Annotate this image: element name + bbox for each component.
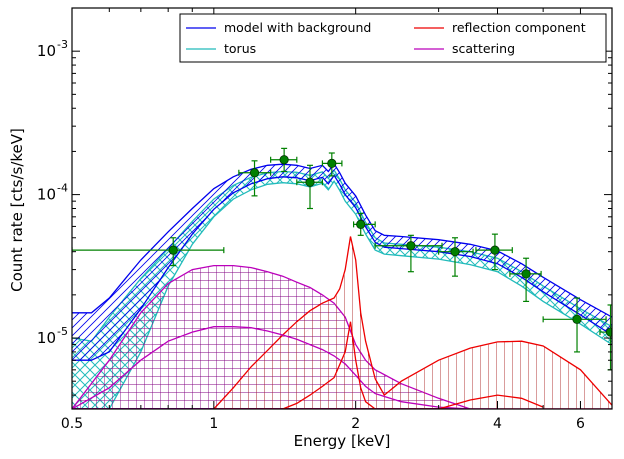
- data-point: [438, 237, 474, 277]
- data-marker: [450, 247, 460, 257]
- legend-label-model: model with background: [224, 20, 371, 35]
- data-marker: [279, 155, 289, 165]
- data-point: [72, 237, 225, 267]
- y-tick-exponent: -3: [57, 38, 68, 51]
- model-bands: [72, 162, 612, 409]
- data-point: [238, 160, 272, 197]
- band-fill-1: [72, 163, 612, 361]
- legend-label-torus: torus: [224, 41, 256, 56]
- x-tick-label: 2: [351, 416, 360, 432]
- data-point: [321, 152, 343, 177]
- data-point: [509, 257, 542, 303]
- data-marker: [168, 245, 178, 255]
- x-axis-label: Energy [keV]: [294, 432, 391, 450]
- x-tick-label: 4: [493, 416, 502, 432]
- x-tick-label: 1: [209, 416, 218, 432]
- y-axis-ticks: 10-510-410-3: [37, 38, 612, 396]
- band-fill-3: [213, 236, 612, 409]
- model-line-1: [282, 321, 376, 409]
- data-marker: [521, 269, 531, 279]
- model-lines: [72, 321, 544, 409]
- data-point: [374, 234, 443, 273]
- data-point: [296, 164, 324, 210]
- data-point: [270, 147, 298, 173]
- data-marker: [572, 314, 582, 324]
- data-point: [542, 297, 607, 353]
- data-marker: [605, 327, 612, 337]
- data-points: [72, 147, 612, 371]
- x-tick-label: 0.5: [61, 416, 83, 432]
- x-tick-label: 6: [576, 416, 585, 432]
- data-marker: [490, 245, 500, 255]
- data-marker: [249, 168, 260, 178]
- data-point: [353, 212, 376, 236]
- data-marker: [406, 241, 416, 251]
- legend-label-scattering: scattering: [452, 41, 515, 56]
- x-axis-ticks: 0.5 1 2 4 6: [61, 8, 613, 432]
- data-marker: [305, 177, 315, 187]
- y-tick-label: 10: [37, 42, 56, 60]
- legend: model with background torus reflection c…: [179, 13, 607, 63]
- legend-label-reflection: reflection component: [452, 20, 586, 35]
- y-tick-label: 10: [37, 329, 56, 347]
- y-axis-label: Count rate [cts/s/keV]: [8, 128, 26, 292]
- y-tick-exponent: -5: [57, 325, 68, 338]
- model-line-2: [438, 394, 544, 409]
- legend-box: [179, 13, 607, 63]
- data-marker: [356, 219, 366, 229]
- y-tick-label: 10: [37, 186, 56, 204]
- band-lower-edge-0: [72, 179, 612, 409]
- data-marker: [327, 158, 337, 169]
- data-point: [475, 233, 513, 271]
- model-line-0: [72, 326, 498, 409]
- y-tick-exponent: -4: [57, 182, 68, 195]
- band-lower-edge-1: [72, 174, 612, 361]
